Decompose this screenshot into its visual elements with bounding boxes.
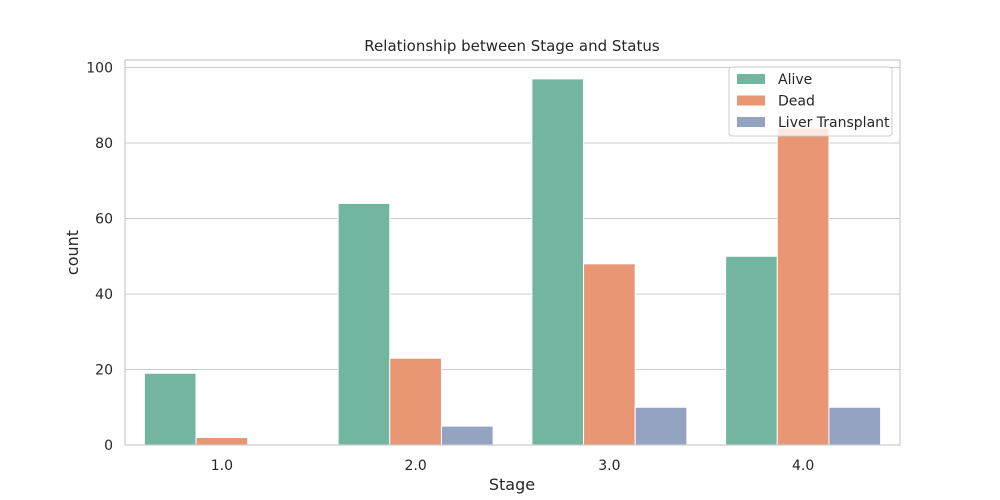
bar-liver-transplant xyxy=(440,425,494,446)
legend: Alive Dead Liver Transplant xyxy=(728,66,893,137)
bar-alive xyxy=(337,202,391,446)
plot-frame xyxy=(124,59,901,446)
bars xyxy=(143,78,882,446)
y-tick-label: 60 xyxy=(95,212,113,228)
bar-dead xyxy=(389,357,442,446)
x-tick-labels: 1.0 2.0 3.0 4.0 xyxy=(211,458,815,474)
bar-alive xyxy=(143,372,197,446)
legend-label: Alive xyxy=(778,72,812,88)
bar-alive xyxy=(531,78,585,446)
y-tick-label: 80 xyxy=(95,136,113,152)
y-tick-label: 20 xyxy=(95,363,113,379)
x-tick-label: 2.0 xyxy=(404,458,426,474)
bar-dead xyxy=(195,436,249,446)
bar-liver-transplant xyxy=(828,406,882,446)
x-tick-label: 1.0 xyxy=(211,458,233,474)
legend-swatch xyxy=(737,74,765,84)
legend-swatch xyxy=(737,117,765,127)
x-tick-label: 4.0 xyxy=(792,458,814,474)
chart-title: Relationship between Stage and Status xyxy=(364,37,660,55)
legend-box xyxy=(728,66,893,137)
y-tick-label: 40 xyxy=(95,287,113,303)
y-tick-label: 0 xyxy=(104,438,113,454)
bar-dead xyxy=(776,127,830,446)
x-tick-label: 3.0 xyxy=(598,458,620,474)
y-axis-label: count xyxy=(63,230,82,275)
y-tick-labels: 0 20 40 60 80 100 xyxy=(86,61,113,454)
bar-dead xyxy=(583,263,636,446)
legend-label: Liver Transplant xyxy=(778,115,890,131)
bar-alive xyxy=(725,255,778,446)
y-tick-label: 100 xyxy=(86,61,113,77)
legend-label: Dead xyxy=(778,94,815,110)
x-axis-label: Stage xyxy=(489,475,535,494)
legend-swatch xyxy=(737,95,765,106)
bar-liver-transplant xyxy=(634,406,688,446)
